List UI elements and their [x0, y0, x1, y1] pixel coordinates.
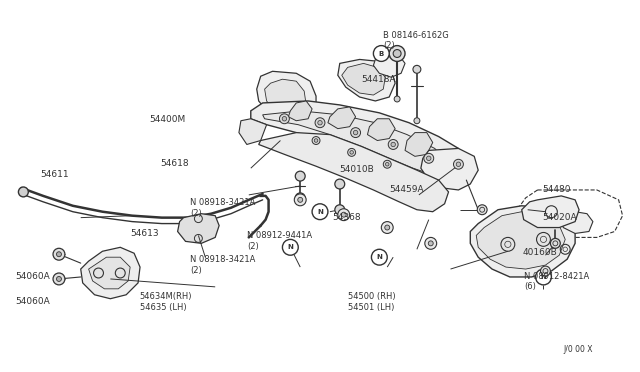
Text: 54060A: 54060A	[15, 272, 50, 280]
Text: 54368: 54368	[333, 213, 362, 222]
Text: N 08912-8421A
(6): N 08912-8421A (6)	[524, 272, 589, 291]
Polygon shape	[373, 54, 405, 77]
Circle shape	[389, 46, 405, 61]
Circle shape	[341, 212, 346, 217]
Circle shape	[385, 163, 389, 166]
Circle shape	[338, 209, 349, 221]
Polygon shape	[561, 212, 593, 234]
Polygon shape	[239, 119, 267, 144]
Circle shape	[456, 162, 461, 167]
Text: 40160B: 40160B	[522, 248, 557, 257]
Circle shape	[550, 238, 560, 248]
Text: B 08146-6162G
(2): B 08146-6162G (2)	[383, 31, 449, 50]
Polygon shape	[522, 196, 579, 228]
Circle shape	[335, 179, 345, 189]
Text: 54500 (RH)
54501 (LH): 54500 (RH) 54501 (LH)	[348, 292, 396, 312]
Circle shape	[314, 139, 318, 142]
Text: 54618: 54618	[161, 160, 189, 169]
Polygon shape	[88, 257, 130, 289]
Text: J/0 00 X: J/0 00 X	[564, 345, 593, 354]
Polygon shape	[264, 79, 306, 117]
Circle shape	[351, 128, 360, 138]
Polygon shape	[476, 212, 565, 269]
Text: 54634M(RH)
54635 (LH): 54634M(RH) 54635 (LH)	[140, 292, 192, 312]
Text: N: N	[376, 254, 382, 260]
Circle shape	[19, 187, 28, 197]
Polygon shape	[81, 247, 140, 299]
Circle shape	[353, 130, 358, 135]
Circle shape	[295, 171, 305, 181]
Text: N 08918-3421A
(2): N 08918-3421A (2)	[190, 256, 255, 275]
Circle shape	[383, 160, 391, 168]
Polygon shape	[257, 71, 316, 125]
Circle shape	[350, 151, 353, 154]
Text: N: N	[287, 244, 293, 250]
Circle shape	[477, 205, 487, 215]
Text: 54418A: 54418A	[361, 75, 396, 84]
Circle shape	[282, 240, 298, 255]
Circle shape	[56, 276, 61, 282]
Circle shape	[393, 49, 401, 57]
Circle shape	[371, 249, 387, 265]
Text: 54480: 54480	[543, 185, 572, 194]
Text: N: N	[317, 209, 323, 215]
Circle shape	[385, 225, 390, 230]
Text: 54613: 54613	[130, 229, 159, 238]
Text: N 08912-9441A
(2): N 08912-9441A (2)	[247, 231, 312, 251]
Circle shape	[391, 142, 396, 147]
Polygon shape	[342, 63, 385, 95]
Circle shape	[295, 193, 305, 203]
Polygon shape	[338, 60, 395, 101]
Text: 54459A: 54459A	[390, 185, 424, 194]
Circle shape	[56, 252, 61, 257]
Text: 54400M: 54400M	[149, 115, 186, 124]
Circle shape	[428, 241, 433, 246]
Text: 54060A: 54060A	[15, 297, 50, 307]
Polygon shape	[367, 119, 395, 141]
Text: 54611: 54611	[40, 170, 69, 179]
Circle shape	[536, 269, 552, 285]
Circle shape	[298, 198, 303, 202]
Polygon shape	[251, 101, 465, 182]
Polygon shape	[405, 132, 433, 156]
Text: 54020A: 54020A	[543, 213, 577, 222]
Polygon shape	[328, 107, 356, 129]
Circle shape	[282, 116, 287, 121]
Circle shape	[426, 156, 431, 161]
Circle shape	[425, 237, 436, 249]
Polygon shape	[259, 132, 449, 212]
Circle shape	[454, 159, 463, 169]
Text: N 08918-3421A
(2): N 08918-3421A (2)	[190, 198, 255, 218]
Circle shape	[335, 205, 345, 215]
Circle shape	[381, 222, 393, 234]
Circle shape	[280, 114, 289, 124]
Circle shape	[294, 194, 306, 206]
Circle shape	[373, 46, 389, 61]
Circle shape	[318, 121, 322, 125]
Circle shape	[315, 118, 325, 128]
Circle shape	[394, 96, 400, 102]
Polygon shape	[178, 214, 219, 243]
Polygon shape	[262, 111, 447, 174]
Circle shape	[53, 273, 65, 285]
Circle shape	[348, 148, 356, 156]
Text: B: B	[379, 51, 384, 57]
Circle shape	[414, 118, 420, 124]
Text: 54010B: 54010B	[339, 165, 374, 174]
Polygon shape	[289, 101, 312, 121]
Circle shape	[312, 204, 328, 219]
Circle shape	[53, 248, 65, 260]
Polygon shape	[421, 148, 478, 190]
Polygon shape	[470, 206, 575, 277]
Circle shape	[388, 140, 398, 150]
Circle shape	[541, 266, 550, 276]
Circle shape	[424, 153, 434, 163]
Circle shape	[312, 137, 320, 144]
Circle shape	[413, 65, 421, 73]
Text: N: N	[541, 274, 547, 280]
